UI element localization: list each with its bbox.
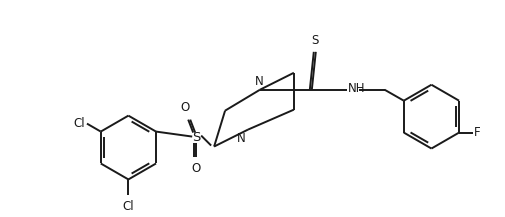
Text: S: S — [311, 34, 318, 47]
Text: N: N — [237, 132, 245, 145]
Text: F: F — [473, 126, 480, 139]
Text: S: S — [191, 131, 200, 144]
Text: O: O — [191, 163, 200, 176]
Text: N: N — [254, 75, 263, 88]
Text: Cl: Cl — [122, 200, 134, 213]
Text: O: O — [180, 101, 189, 114]
Text: Cl: Cl — [73, 117, 85, 130]
Text: NH: NH — [347, 82, 365, 95]
